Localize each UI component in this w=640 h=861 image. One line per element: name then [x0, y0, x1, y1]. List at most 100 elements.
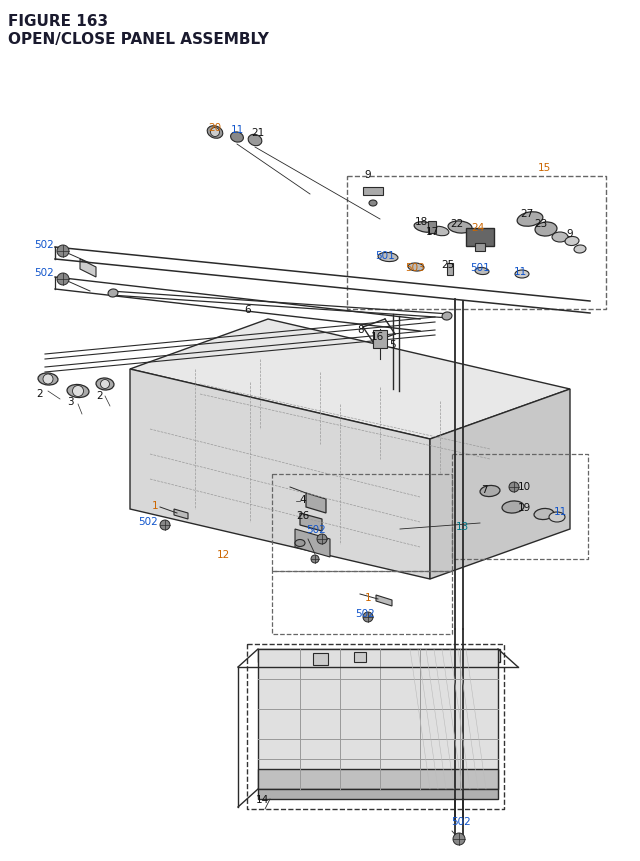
Polygon shape	[300, 513, 322, 531]
Circle shape	[57, 274, 69, 286]
Ellipse shape	[108, 289, 118, 298]
Text: 501: 501	[375, 251, 395, 261]
Polygon shape	[258, 789, 498, 799]
Text: 23: 23	[534, 219, 548, 229]
Text: 501: 501	[470, 263, 490, 273]
Text: 9: 9	[365, 170, 371, 180]
Ellipse shape	[517, 213, 543, 227]
Text: 502: 502	[451, 816, 471, 826]
Ellipse shape	[414, 222, 436, 233]
Ellipse shape	[67, 385, 89, 398]
Ellipse shape	[565, 237, 579, 246]
Ellipse shape	[248, 135, 262, 146]
Ellipse shape	[100, 380, 109, 389]
Circle shape	[363, 612, 373, 623]
Bar	[428, 222, 436, 233]
Polygon shape	[258, 769, 498, 789]
Ellipse shape	[369, 201, 377, 207]
Text: 27: 27	[520, 208, 534, 219]
Text: 13: 13	[456, 522, 468, 531]
Text: 18: 18	[414, 217, 428, 226]
Bar	[466, 229, 494, 247]
Text: 24: 24	[472, 223, 484, 232]
Text: 503: 503	[405, 263, 425, 273]
Text: 22: 22	[451, 219, 463, 229]
Text: 3: 3	[67, 397, 74, 406]
Text: 10: 10	[517, 481, 531, 492]
Ellipse shape	[295, 540, 305, 547]
Text: 26: 26	[296, 511, 310, 520]
Text: 1: 1	[152, 500, 158, 511]
Bar	[363, 188, 383, 195]
Polygon shape	[295, 530, 330, 557]
Text: OPEN/CLOSE PANEL ASSEMBLY: OPEN/CLOSE PANEL ASSEMBLY	[8, 32, 269, 47]
Text: 502: 502	[355, 608, 375, 618]
Ellipse shape	[43, 375, 53, 385]
Ellipse shape	[96, 379, 114, 391]
Polygon shape	[258, 649, 498, 789]
Text: 502: 502	[138, 517, 158, 526]
Text: 21: 21	[252, 127, 264, 138]
Ellipse shape	[38, 374, 58, 386]
Text: 20: 20	[209, 123, 221, 133]
Ellipse shape	[72, 386, 83, 397]
Ellipse shape	[549, 512, 565, 523]
Circle shape	[160, 520, 170, 530]
Text: 14: 14	[255, 794, 269, 804]
Polygon shape	[174, 510, 188, 519]
Ellipse shape	[574, 245, 586, 254]
Ellipse shape	[431, 227, 449, 237]
Text: 12: 12	[216, 549, 230, 560]
Circle shape	[311, 555, 319, 563]
Text: 2: 2	[97, 391, 103, 400]
Ellipse shape	[534, 509, 554, 520]
Text: 17: 17	[426, 226, 438, 237]
Ellipse shape	[211, 128, 220, 138]
Text: 502: 502	[34, 268, 54, 278]
Text: 9: 9	[566, 229, 573, 238]
Text: 25: 25	[442, 260, 454, 269]
Text: 7: 7	[481, 485, 487, 494]
Bar	[312, 653, 328, 666]
Polygon shape	[306, 493, 326, 513]
Text: 5: 5	[388, 339, 396, 350]
Bar	[373, 331, 387, 349]
Text: 16: 16	[371, 331, 383, 342]
Polygon shape	[258, 649, 500, 662]
Text: 502: 502	[306, 524, 326, 535]
Polygon shape	[130, 369, 430, 579]
Polygon shape	[80, 260, 96, 278]
Polygon shape	[430, 389, 570, 579]
Text: 2: 2	[36, 388, 44, 399]
Text: 502: 502	[34, 239, 54, 250]
Polygon shape	[376, 595, 392, 606]
Ellipse shape	[475, 268, 489, 276]
Bar	[475, 244, 485, 251]
Text: 8: 8	[358, 325, 364, 335]
Text: 11: 11	[230, 125, 244, 135]
Ellipse shape	[448, 221, 472, 234]
Circle shape	[453, 833, 465, 845]
Ellipse shape	[502, 501, 524, 513]
Text: 15: 15	[538, 163, 550, 173]
Text: 6: 6	[244, 305, 252, 314]
Text: 19: 19	[517, 503, 531, 512]
Ellipse shape	[408, 263, 424, 272]
Ellipse shape	[535, 223, 557, 237]
Circle shape	[57, 245, 69, 257]
Ellipse shape	[230, 133, 243, 143]
Circle shape	[317, 535, 327, 544]
Ellipse shape	[480, 486, 500, 497]
Text: 1: 1	[365, 592, 371, 603]
Ellipse shape	[552, 232, 568, 243]
Text: 4: 4	[300, 494, 307, 505]
Text: 11: 11	[513, 267, 527, 276]
Circle shape	[509, 482, 519, 492]
Ellipse shape	[442, 313, 452, 320]
Ellipse shape	[207, 127, 223, 139]
Bar	[354, 653, 366, 662]
Polygon shape	[130, 319, 570, 439]
Text: FIGURE 163: FIGURE 163	[8, 14, 108, 29]
Bar	[447, 263, 453, 276]
Ellipse shape	[515, 270, 529, 279]
